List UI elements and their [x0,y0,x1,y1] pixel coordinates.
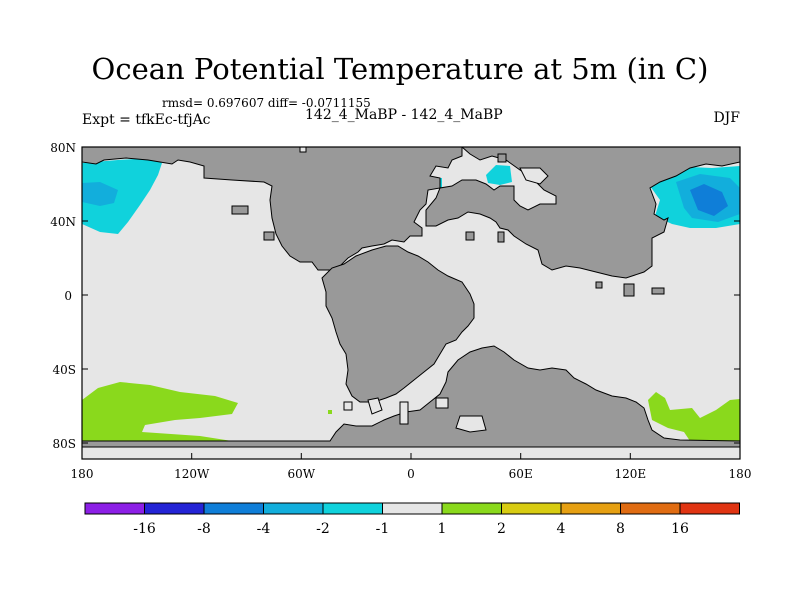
sea-cutout-6 [343,401,353,411]
colorbar-swatch [263,502,324,515]
colorbar-swatch [322,502,383,515]
land-north-america-greenland [81,146,463,271]
colorbar-label: -2 [316,521,330,537]
inland-seas [343,167,549,433]
colorbar-swatch [382,502,443,515]
lon-axis [81,453,741,459]
warm-anomaly-southeast [648,392,740,441]
warm-anomaly-dot [328,410,332,414]
colorbar-swatch [441,502,502,515]
land-island-6 [497,153,507,163]
land-antarctica [81,345,741,448]
colorbar-label: -8 [197,521,211,537]
colorbar-swatch [620,502,681,515]
colorbar-label: -4 [257,521,271,537]
sea-cutout-4 [435,397,449,409]
land-island-4 [623,283,635,297]
colorbar-swatch [679,502,740,515]
colorbar-swatch [501,502,562,515]
colorbar-label: 8 [616,521,625,537]
land-masses [81,146,741,448]
sea-cutout-2 [367,397,383,415]
experiment-label: Expt = tfkEc-tfjAc [82,112,211,128]
lon-tick-label: 0 [407,467,415,481]
warm-anomaly-southwest [82,382,238,445]
lat-axis [82,146,740,444]
colorbar-label: -16 [133,521,156,537]
land-island-8 [465,231,475,241]
cool-anomaly-northwest [82,158,162,234]
sea-cutout-3 [399,401,409,425]
lon-tick-label: 180 [729,467,752,481]
colorbar-swatch [203,502,264,515]
lat-tick-label: 40N [50,215,76,229]
lat-tick-label: 80S [53,437,77,451]
comparison-label: 142_4_MaBP - 142_4_MaBP [305,107,503,123]
colorbar-label: 2 [497,521,506,537]
lat-tick-label: 40S [53,363,77,377]
sea-cutout-1 [519,167,549,185]
land-island-2 [263,231,275,241]
colorbar-label: -1 [376,521,390,537]
lat-tick-label: 0 [64,289,72,303]
cool-anomaly-northeast-core [690,184,728,216]
colorbar-swatch [560,502,621,515]
lon-tick-label: 120W [174,467,210,481]
land-island-1 [231,205,249,215]
lon-tick-label: 180 [71,467,94,481]
colorbar-swatch [84,502,145,515]
colorbar-label: 4 [557,521,566,537]
land-island-5 [651,287,665,295]
colorbar: -16 -8 -4 -2 -1 1 2 4 8 16 [84,502,740,537]
sea-cutout-5 [455,415,487,433]
land-island-3 [595,281,603,289]
stats-line: rmsd= 0.697607 diff= -0.0711155 [162,96,371,110]
colorbar-swatch [144,502,205,515]
season-label: DJF [713,110,740,126]
cool-anomaly-northwest-core [82,182,118,206]
map-title: Ocean Potential Temperature at 5m (in C) [91,52,709,86]
lat-tick-label: 80N [50,141,76,155]
colorbar-label: 16 [671,521,689,537]
land-south-america-africa [321,245,475,403]
land-eurasia [425,146,741,279]
colorbar-label: 1 [438,521,447,537]
lon-tick-label: 60W [287,467,315,481]
lon-tick-label: 120E [614,467,646,481]
lon-tick-label: 60E [509,467,533,481]
cool-anomaly-arctic-patch [486,165,512,185]
land-island-7 [497,231,505,243]
